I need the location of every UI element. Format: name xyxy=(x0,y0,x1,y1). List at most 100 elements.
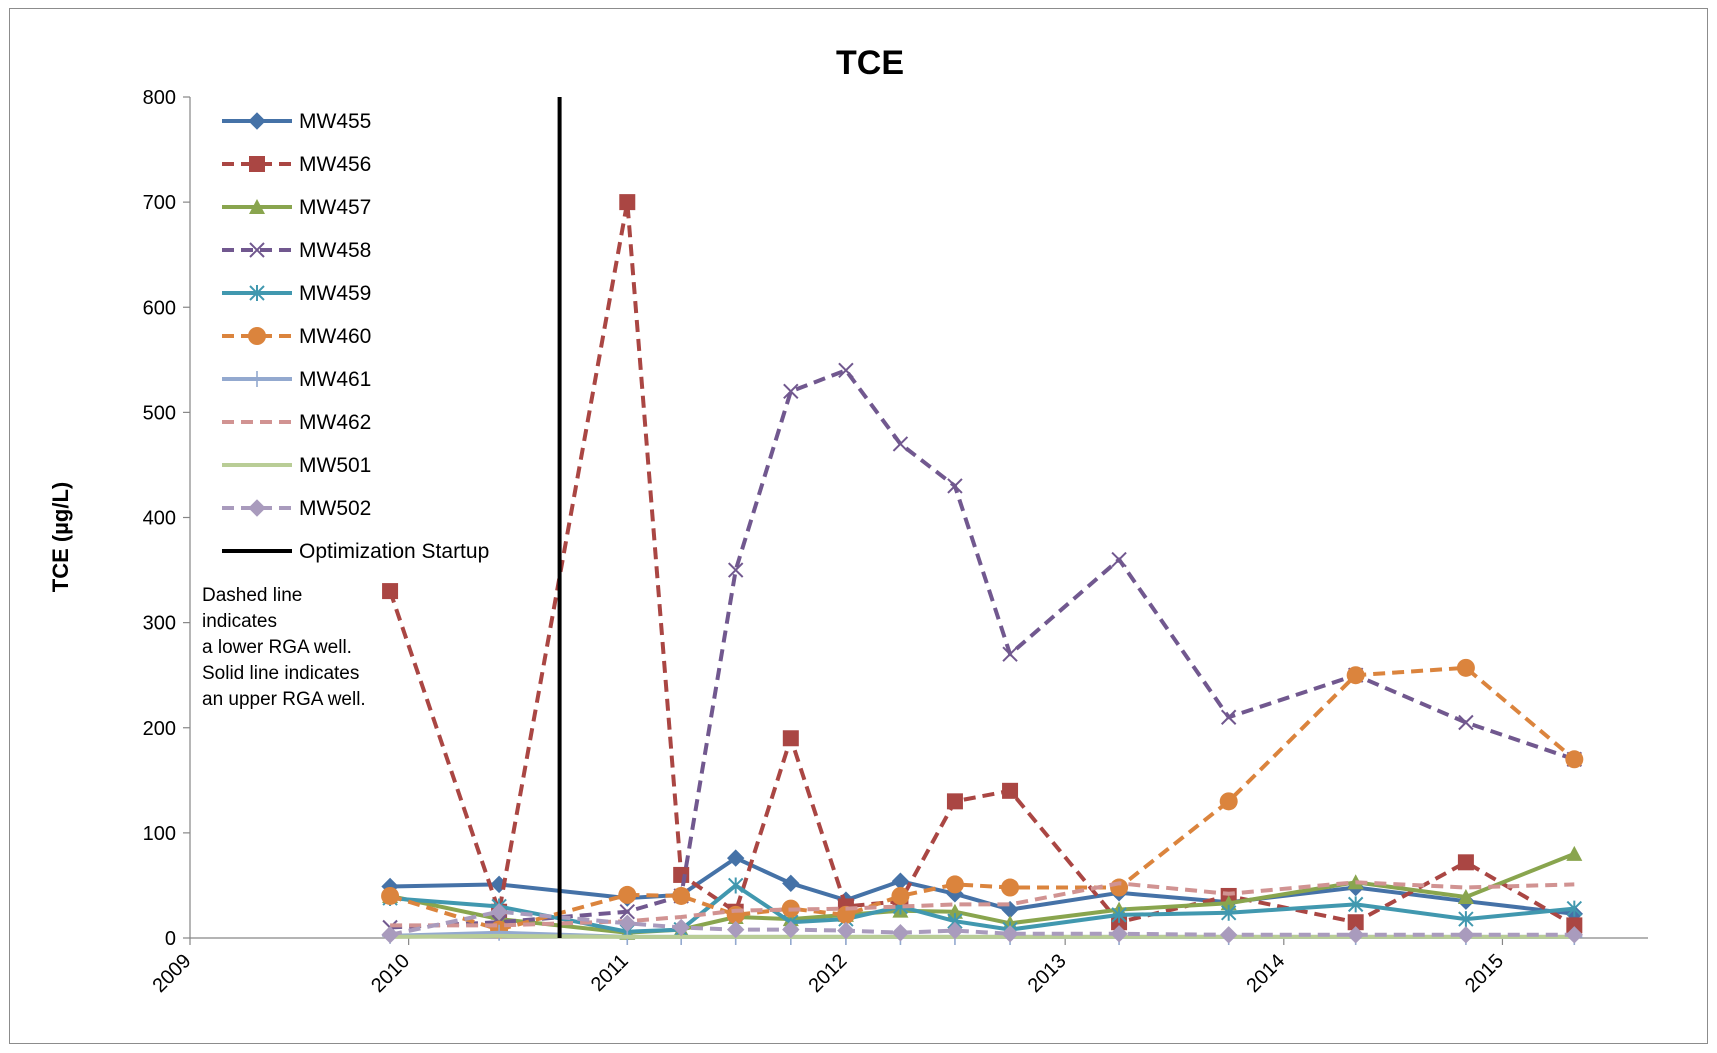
x-tick-label: 2013 xyxy=(1024,950,1071,997)
data-point-mw460 xyxy=(1565,750,1584,769)
annotation-line: an upper RGA well. xyxy=(202,689,366,710)
data-point-mw458 xyxy=(838,362,854,379)
series-mw462 xyxy=(390,880,1575,928)
data-point-mw459 xyxy=(1347,896,1364,913)
y-tick-label: 500 xyxy=(143,402,176,424)
legend-label-mw459: MW459 xyxy=(299,282,371,305)
data-point-mw460 xyxy=(945,875,964,894)
legend-marker-mw461 xyxy=(249,371,265,387)
legend-label-mw461: MW461 xyxy=(299,368,371,391)
y-tick-label: 800 xyxy=(143,87,176,109)
legend-label-mw501: MW501 xyxy=(299,454,371,477)
data-point-mw460 xyxy=(1346,666,1365,685)
legend-label-mw458: MW458 xyxy=(299,239,371,262)
data-point-mw460 xyxy=(1110,878,1129,897)
data-point-mw457 xyxy=(1457,889,1474,905)
data-point-mw460 xyxy=(1456,658,1475,677)
data-point-mw456 xyxy=(1457,854,1474,871)
series-line-mw458 xyxy=(390,368,1575,930)
data-point-mw502 xyxy=(837,921,855,940)
chart-frame xyxy=(9,8,1708,1044)
legend-entry-mw456: MW456 xyxy=(222,153,371,176)
data-point-mw457 xyxy=(1220,895,1237,911)
x-tick-label: 2010 xyxy=(367,950,414,997)
data-point-mw502 xyxy=(490,903,508,921)
series-mw458 xyxy=(382,362,1583,936)
data-point-mw502 xyxy=(1219,926,1238,944)
legend-marker-mw502 xyxy=(248,499,266,517)
legend-label-mw460: MW460 xyxy=(299,325,371,348)
data-point-mw456 xyxy=(1566,917,1583,934)
data-point-mw502 xyxy=(1457,926,1475,944)
x-tick-label: 2015 xyxy=(1461,950,1508,997)
data-point-mw456 xyxy=(619,194,636,211)
legend-label-mw462: MW462 xyxy=(299,411,371,434)
annotation-line: Dashed line xyxy=(202,585,302,606)
legend-entry-optimization-startup: Optimization Startup xyxy=(222,540,489,563)
data-point-mw460 xyxy=(672,886,691,905)
legend-entry-mw460: MW460 xyxy=(222,325,371,348)
data-point-mw459 xyxy=(1566,900,1583,917)
data-point-mw456 xyxy=(1002,782,1019,799)
y-tick-label: 100 xyxy=(143,823,176,845)
annotation-line: Solid line indicates xyxy=(202,663,359,684)
data-point-mw502 xyxy=(1565,926,1584,944)
data-point-mw502 xyxy=(946,921,964,940)
data-point-mw460 xyxy=(1001,878,1020,897)
legend-marker-mw458 xyxy=(249,242,265,258)
data-point-mw458 xyxy=(892,436,909,452)
data-point-mw455 xyxy=(726,849,745,867)
data-point-mw502 xyxy=(618,914,636,932)
data-point-mw502 xyxy=(891,924,910,942)
data-point-mw459 xyxy=(1111,906,1127,923)
legend-marker-mw455 xyxy=(248,112,266,130)
legend-label-mw457: MW457 xyxy=(299,196,371,219)
legend-label-mw502: MW502 xyxy=(299,497,371,520)
y-tick-label: 200 xyxy=(143,718,176,740)
legend-label-optimization-startup: Optimization Startup xyxy=(299,540,489,563)
legend-entry-mw455: MW455 xyxy=(222,110,371,133)
y-tick-label: 600 xyxy=(143,297,176,319)
y-tick-label: 300 xyxy=(143,613,176,635)
legend-label-mw455: MW455 xyxy=(299,110,371,133)
data-point-mw460 xyxy=(891,886,910,905)
plot-area: 0 100 200 300 400 500 600 700 800 2009 2010 2011 201… xyxy=(143,87,1648,997)
data-point-mw502 xyxy=(1110,925,1128,943)
data-point-mw456 xyxy=(782,730,799,747)
data-point-mw502 xyxy=(1001,925,1019,943)
x-tick-label: 2011 xyxy=(587,950,633,996)
data-point-mw459 xyxy=(1458,911,1474,928)
legend-entry-mw458: MW458 xyxy=(222,239,371,262)
legend-entry-mw459: MW459 xyxy=(222,282,371,305)
chart-title: TCE xyxy=(836,44,904,82)
data-point-mw457 xyxy=(946,903,963,919)
data-point-mw458 xyxy=(1002,646,1018,662)
data-point-mw458 xyxy=(947,478,963,494)
legend: MW455 MW456 MW457 MW458 MW459 MW460 MW461 MW462… xyxy=(222,110,489,563)
x-tick-label: 2009 xyxy=(149,950,196,997)
data-point-mw458 xyxy=(1458,714,1474,731)
series-line-mw462 xyxy=(390,880,1575,928)
x-tick-label: 2014 xyxy=(1242,950,1289,997)
data-point-mw459 xyxy=(727,877,744,894)
data-point-mw456 xyxy=(673,866,690,883)
y-tick-label: 700 xyxy=(143,192,176,214)
annotation-line: a lower RGA well. xyxy=(202,637,352,658)
data-point-mw502 xyxy=(726,920,745,939)
data-point-mw459 xyxy=(1220,904,1237,921)
data-point-mw458 xyxy=(783,383,799,400)
data-point-mw502 xyxy=(1346,926,1365,944)
data-point-mw458 xyxy=(1220,709,1237,725)
data-point-mw456 xyxy=(382,583,399,600)
legend-entry-mw501: MW501 xyxy=(222,454,371,477)
data-point-mw458 xyxy=(727,562,744,578)
legend-marker-mw460 xyxy=(248,327,266,345)
legend-entry-mw457: MW457 xyxy=(222,196,371,219)
data-point-mw502 xyxy=(672,918,690,937)
data-point-mw461 xyxy=(491,924,508,941)
y-tick-label: 400 xyxy=(143,508,176,530)
data-point-mw460 xyxy=(1219,792,1238,811)
series-mw502 xyxy=(381,903,1584,944)
x-tick-label: 2012 xyxy=(804,950,851,997)
legend-label-mw456: MW456 xyxy=(299,153,371,176)
